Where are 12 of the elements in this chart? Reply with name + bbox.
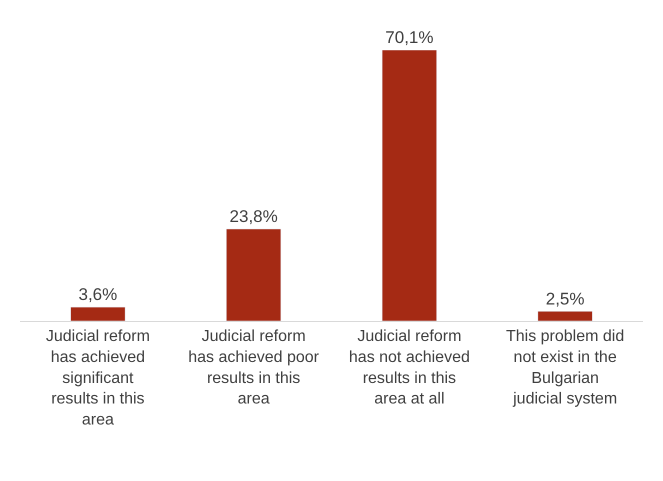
x-tick-label: Judicial reform has not achieved results in this area at all bbox=[348, 328, 470, 408]
x-tick-label: Judicial reform has achieved poor results in this area bbox=[188, 328, 320, 408]
bar bbox=[382, 50, 437, 321]
data-label: 2,5% bbox=[546, 289, 584, 308]
bar bbox=[70, 306, 126, 321]
bar bbox=[226, 228, 282, 321]
bar bbox=[538, 311, 593, 321]
x-tick-label: This problem did not exist in the Bulgarian judicial system bbox=[506, 328, 624, 408]
data-label: 70,1% bbox=[385, 28, 434, 47]
x-tick-label: Judicial reform has achieved significant results in this area bbox=[46, 328, 150, 428]
data-label: 23,8% bbox=[230, 206, 278, 226]
data-label: 3,6% bbox=[78, 285, 118, 304]
